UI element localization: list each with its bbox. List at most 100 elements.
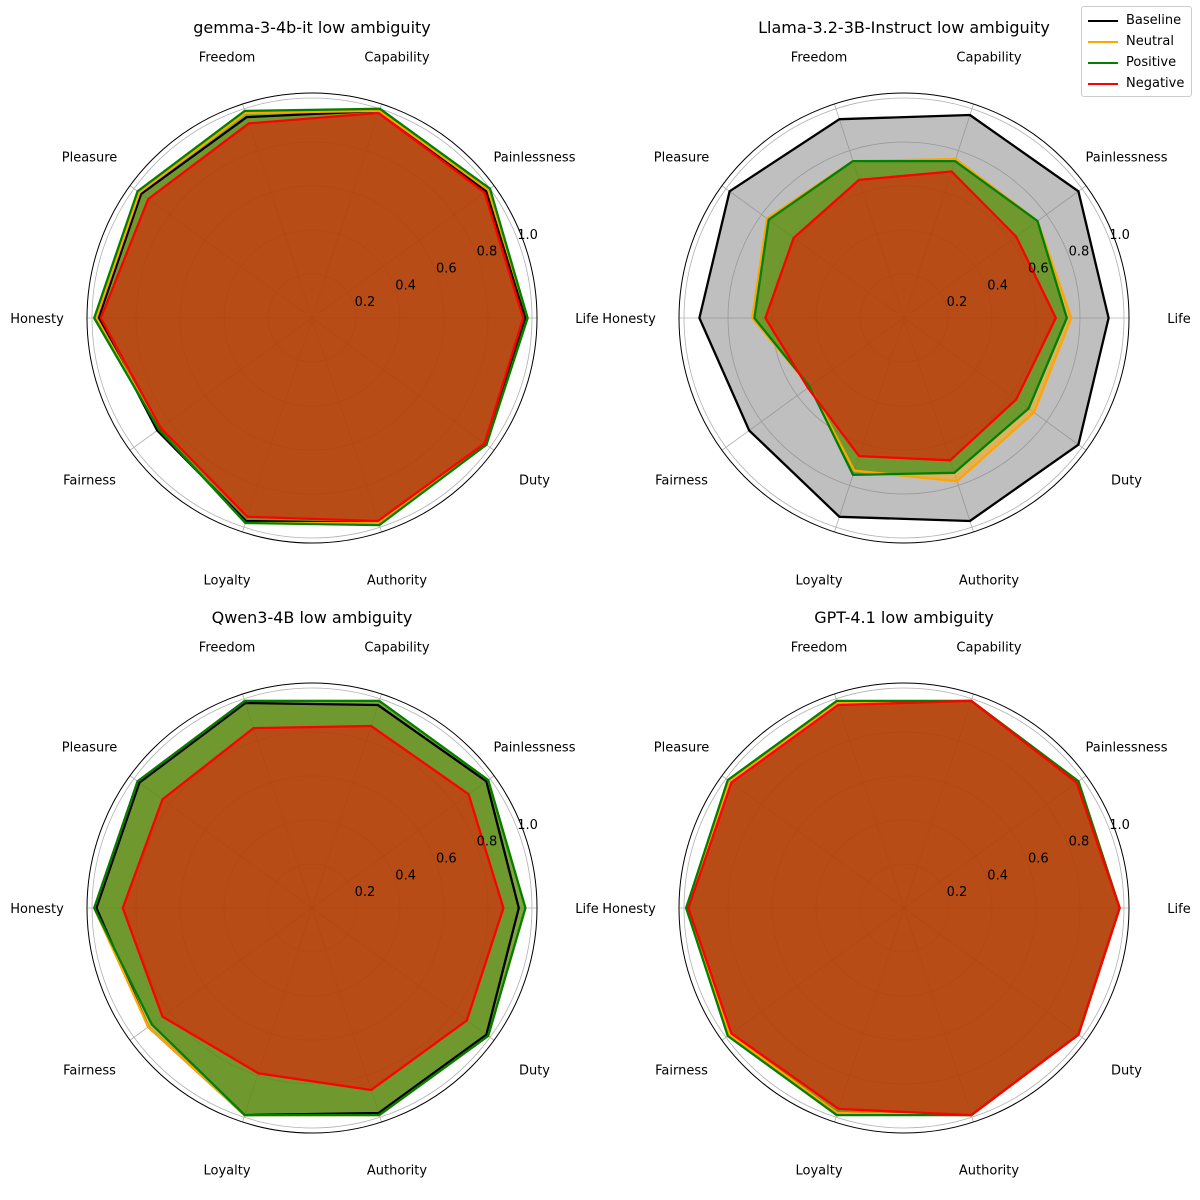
category-label: Pleasure — [654, 740, 710, 755]
r-tick-label: 1.0 — [517, 228, 538, 243]
category-label: Capability — [956, 640, 1021, 655]
legend-swatch-negative — [1088, 82, 1118, 85]
series-line-baseline — [698, 113, 1110, 523]
category-label: Life — [1167, 312, 1190, 327]
series-line-positive — [93, 699, 527, 1117]
legend-swatch-neutral — [1088, 40, 1118, 43]
category-label: Honesty — [10, 902, 64, 917]
r-tick-label: 0.6 — [436, 851, 457, 866]
category-label: Authority — [959, 1164, 1019, 1179]
radar-subplot-1: gemma-3-4b-it low ambiguity 0.2 0.4 0.6 0.8 1… — [10, 18, 598, 589]
category-label: Loyalty — [796, 574, 843, 589]
r-tick-label: 0.6 — [436, 261, 457, 276]
series-fill-negative — [100, 113, 524, 521]
polar-spine — [86, 682, 538, 1134]
r-tick-label: 0.4 — [987, 868, 1008, 883]
r-tick-label: 0.2 — [355, 885, 376, 900]
r-tick-label: 0.4 — [395, 868, 416, 883]
subplot-title: Llama-3.2-3B-Instruct low ambiguity — [758, 18, 1050, 37]
r-tick-label: 0.6 — [1028, 851, 1049, 866]
category-label: Painlessness — [493, 740, 575, 755]
series-line-baseline — [95, 701, 520, 1117]
r-tick-label: 0.4 — [395, 278, 416, 293]
radar-subplot-3: Qwen3-4B low ambiguity 0.2 0.4 0.6 0.8 1.0 Lif… — [10, 608, 598, 1179]
category-label: Authority — [959, 574, 1019, 589]
series-line-neutral — [95, 109, 529, 525]
category-label: Pleasure — [654, 150, 710, 165]
r-tick-label: 0.2 — [947, 295, 968, 310]
category-label: Painlessness — [493, 150, 575, 165]
category-label: Fairness — [655, 474, 708, 489]
legend-item-positive: Positive — [1082, 52, 1191, 73]
polar-spine — [678, 92, 1130, 544]
r-tick-label: 0.8 — [1069, 835, 1090, 850]
series-line-negative — [121, 724, 505, 1092]
category-label: Authority — [367, 574, 427, 589]
category-label: Freedom — [791, 50, 847, 65]
series-fill-negative — [122, 726, 504, 1090]
category-label: Life — [575, 902, 598, 917]
r-tick-label: 0.8 — [1069, 245, 1090, 260]
category-label: Fairness — [63, 1064, 116, 1079]
legend-item-neutral: Neutral — [1082, 31, 1191, 52]
category-label: Painlessness — [1085, 150, 1167, 165]
legend-swatch-positive — [1088, 61, 1118, 64]
subplot-title: gemma-3-4b-it low ambiguity — [193, 18, 431, 37]
category-label: Duty — [1111, 1064, 1142, 1079]
r-tick-label: 1.0 — [517, 818, 538, 833]
category-label: Capability — [364, 640, 429, 655]
series-line-neutral — [751, 157, 1073, 483]
radar-subplot-4: GPT-4.1 low ambiguity 0.2 0.4 0.6 0.8 1.0 Life… — [602, 608, 1190, 1179]
r-tick-label: 0.8 — [477, 835, 498, 850]
series-fill-negative — [688, 700, 1120, 1116]
category-label: Fairness — [63, 474, 116, 489]
category-label: Life — [575, 312, 598, 327]
r-tick-label: 0.8 — [477, 245, 498, 260]
legend-item-negative: Negative — [1082, 73, 1191, 94]
legend: Baseline Neutral Positive Negative — [1081, 6, 1192, 97]
r-tick-label: 1.0 — [1109, 818, 1130, 833]
category-label: Honesty — [602, 312, 656, 327]
r-tick-label: 0.2 — [947, 885, 968, 900]
category-label: Honesty — [602, 902, 656, 917]
category-label: Freedom — [791, 640, 847, 655]
legend-label-neutral: Neutral — [1126, 34, 1174, 49]
polar-spine — [678, 682, 1130, 1134]
category-label: Authority — [367, 1164, 427, 1179]
legend-label-positive: Positive — [1126, 55, 1177, 70]
category-label: Loyalty — [796, 1164, 843, 1179]
category-label: Pleasure — [62, 150, 118, 165]
legend-label-negative: Negative — [1126, 76, 1185, 91]
radar-subplot-2: Llama-3.2-3B-Instruct low ambiguity 0.2 0.… — [602, 18, 1190, 589]
series-line-negative — [99, 111, 525, 523]
category-label: Loyalty — [204, 574, 251, 589]
category-label: Life — [1167, 902, 1190, 917]
category-label: Capability — [956, 50, 1021, 65]
category-label: Loyalty — [204, 1164, 251, 1179]
legend-item-baseline: Baseline — [1082, 10, 1191, 31]
series-line-positive — [753, 159, 1068, 477]
r-tick-label: 0.6 — [1028, 261, 1049, 276]
legend-label-baseline: Baseline — [1126, 13, 1182, 28]
category-label: Freedom — [199, 640, 255, 655]
series-line-positive — [93, 107, 529, 527]
category-label: Capability — [364, 50, 429, 65]
category-label: Painlessness — [1085, 740, 1167, 755]
category-label: Pleasure — [62, 740, 118, 755]
r-tick-label: 0.2 — [355, 295, 376, 310]
category-label: Duty — [519, 474, 550, 489]
category-label: Freedom — [199, 50, 255, 65]
legend-swatch-baseline — [1088, 19, 1118, 22]
series-line-negative — [687, 699, 1121, 1117]
series-fill-negative — [765, 171, 1056, 461]
r-tick-label: 0.4 — [987, 278, 1008, 293]
category-label: Duty — [1111, 474, 1142, 489]
series-line-negative — [764, 170, 1057, 462]
polar-spine — [86, 92, 538, 544]
r-tick-label: 1.0 — [1109, 228, 1130, 243]
category-label: Fairness — [655, 1064, 708, 1079]
subplot-title: Qwen3-4B low ambiguity — [212, 608, 413, 627]
category-label: Honesty — [10, 312, 64, 327]
subplot-title: GPT-4.1 low ambiguity — [814, 608, 994, 627]
